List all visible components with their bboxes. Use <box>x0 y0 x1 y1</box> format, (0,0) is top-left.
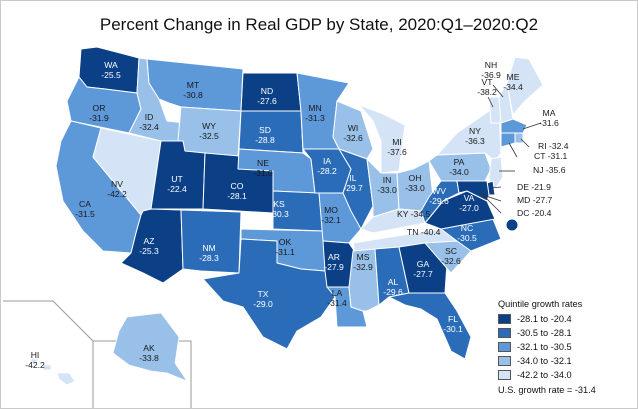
state-label-va: VA -27.0 <box>459 193 479 213</box>
state-label-oh: OH -33.0 <box>405 173 425 193</box>
hawaii-inset-border <box>3 300 94 408</box>
leader-ct <box>508 142 518 158</box>
legend: Quintile growth rates -28.1 to -20.4 -30… <box>498 299 633 395</box>
state-label-nj: NJ -35.6 <box>533 165 566 175</box>
leader-de <box>490 186 502 189</box>
legend-swatch-q5 <box>498 370 511 380</box>
legend-label: -42.2 to -34.0 <box>517 370 572 380</box>
state-label-ms: MS -32.9 <box>353 252 373 272</box>
state-label-ma: MA -31.6 <box>539 108 559 128</box>
legend-item: -34.0 to -32.1 <box>498 354 633 368</box>
state-label-ok: OK -31.1 <box>275 237 295 257</box>
state-label-nv: NV -42.2 <box>107 179 127 199</box>
state-label-nc: NC -30.5 <box>457 223 477 243</box>
state-hi-island-2[interactable] <box>30 358 38 364</box>
state-label-sd: SD -28.8 <box>255 125 275 145</box>
state-label-ri: RI -32.4 <box>538 141 569 151</box>
state-hi-island[interactable] <box>42 364 52 371</box>
state-label-nh: NH -36.9 <box>481 60 501 80</box>
state-mi[interactable] <box>358 104 406 174</box>
state-ak[interactable] <box>112 312 189 382</box>
state-ri[interactable] <box>514 132 524 144</box>
leader-md <box>482 194 502 202</box>
state-md[interactable] <box>456 180 490 202</box>
state-label-vt: VT -38.2 <box>477 77 497 97</box>
leader-vt <box>487 96 494 108</box>
state-label-al: AL -29.6 <box>383 277 403 297</box>
state-label-az: AZ -25.3 <box>139 236 159 256</box>
legend-title: Quintile growth rates <box>498 299 583 309</box>
legend-item: -30.5 to -28.1 <box>498 326 633 340</box>
state-label-mo: MO -32.1 <box>321 205 341 225</box>
state-label-hi: HI -42.2 <box>25 350 45 370</box>
state-ny[interactable] <box>436 110 502 162</box>
state-label-mt: MT -30.8 <box>183 80 203 100</box>
state-label-md: MD -27.7 <box>517 195 553 205</box>
state-label-ks: KS -30.3 <box>269 199 289 219</box>
state-label-ny: NY -36.3 <box>465 126 485 146</box>
state-label-wv: WV -29.6 <box>429 186 449 206</box>
state-hi[interactable] <box>56 372 76 386</box>
state-ma[interactable] <box>500 118 528 134</box>
state-dc[interactable] <box>505 218 519 232</box>
state-label-pa: PA -34.0 <box>449 157 469 177</box>
leader-nh <box>492 84 504 98</box>
state-label-ia: IA -28.2 <box>317 156 337 176</box>
state-label-ga: GA -27.7 <box>413 259 433 279</box>
map-title: Percent Change in Real GDP by State, 202… <box>99 15 539 34</box>
state-label-id: ID -32.4 <box>139 112 159 132</box>
state-label-tx: TX -29.0 <box>253 289 273 309</box>
state-label-ak: AK -33.8 <box>139 343 159 363</box>
legend-label: -28.1 to -20.4 <box>517 314 572 324</box>
state-label-nm: NM -28.3 <box>199 243 219 263</box>
state-label-de: DE -21.9 <box>517 182 551 192</box>
state-label-mn: MN -31.3 <box>305 103 325 123</box>
state-label-tn: TN -40.4 <box>407 227 441 237</box>
state-tx[interactable] <box>202 238 336 350</box>
state-me[interactable] <box>506 56 544 116</box>
leader-ri <box>520 138 530 148</box>
state-ga[interactable] <box>398 242 448 294</box>
state-label-or: OR -31.9 <box>89 103 109 123</box>
us-growth-rate: U.S. growth rate = -31.4 <box>498 385 596 395</box>
state-label-mi: MI -37.6 <box>387 137 407 157</box>
legend-swatch-q4 <box>498 356 511 366</box>
state-label-ut: UT -22.4 <box>167 174 187 194</box>
state-label-ky: KY -34.5 <box>397 209 431 219</box>
state-label-in: IN -33.0 <box>377 175 397 195</box>
legend-swatch-q3 <box>498 342 511 352</box>
state-label-ct: CT -31.1 <box>534 151 567 161</box>
state-label-ca: CA -31.5 <box>75 199 95 219</box>
state-fl[interactable] <box>388 292 472 360</box>
state-label-il: IL -29.7 <box>343 173 363 193</box>
state-label-co: CO -28.1 <box>227 181 247 201</box>
leader-ma <box>522 122 542 130</box>
legend-item: -28.1 to -20.4 <box>498 312 633 326</box>
state-label-sc: SC -32.6 <box>441 246 461 266</box>
legend-label: -32.1 to -30.5 <box>517 342 572 352</box>
state-sd[interactable] <box>238 110 304 154</box>
state-label-fl: FL -30.1 <box>443 314 463 334</box>
state-label-wy: WY -32.5 <box>199 121 219 141</box>
state-label-me: ME -34.4 <box>503 72 523 92</box>
legend-item: -32.1 to -30.5 <box>498 340 633 354</box>
label-leader-lines <box>478 84 542 214</box>
legend-swatch-q1 <box>498 314 511 324</box>
state-label-wa: WA -25.5 <box>101 60 121 80</box>
state-label-dc: DC -20.4 <box>517 208 552 218</box>
legend-label: -30.5 to -28.1 <box>517 328 572 338</box>
leader-dc <box>478 190 502 214</box>
state-nm[interactable] <box>180 209 242 274</box>
legend-swatch-q2 <box>498 328 511 338</box>
legend-item: -42.2 to -34.0 <box>498 368 633 382</box>
state-label-wi: WI -32.6 <box>343 123 363 143</box>
state-label-nd: ND -27.6 <box>257 86 277 106</box>
state-label-la: LA -31.4 <box>327 288 347 308</box>
state-ct[interactable] <box>500 132 516 148</box>
legend-label: -34.0 to -32.1 <box>517 356 572 366</box>
state-label-ar: AR -27.9 <box>324 252 344 272</box>
state-label-ne: NE -31.0 <box>253 158 273 178</box>
